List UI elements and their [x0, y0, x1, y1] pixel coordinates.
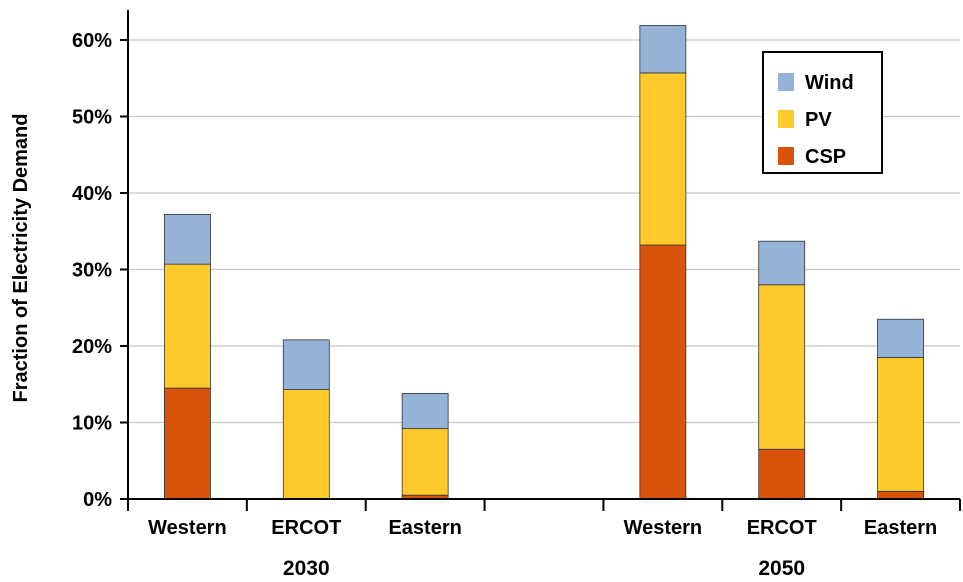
- legend-swatch-wind: [778, 73, 794, 91]
- bar-segment-pv: [639, 72, 687, 246]
- y-tick-label: 50%: [72, 107, 112, 129]
- bar-segment-wind: [164, 214, 211, 265]
- bar-segment-csp: [877, 490, 924, 500]
- bar-segment-pv: [164, 263, 211, 389]
- x-category-label: Western: [624, 517, 703, 539]
- x-category-label: Eastern: [388, 517, 461, 539]
- y-tick-label: 30%: [72, 260, 112, 282]
- bar-segment-wind: [282, 339, 330, 391]
- y-tick-labels: 0% 10% 20% 30% 40% 50% 60%: [72, 30, 112, 511]
- bar-segment-pv: [877, 357, 924, 492]
- y-tick-label: 20%: [72, 336, 112, 358]
- bar-segment-csp: [164, 387, 211, 500]
- bar-segment-pv: [401, 428, 449, 496]
- group-label-2030: 2030: [283, 557, 330, 580]
- x-category-labels: Western ERCOT Eastern Western ERCOT Eastern: [148, 517, 937, 539]
- y-tick-label: 40%: [72, 183, 112, 205]
- legend-label-wind: Wind: [805, 72, 854, 94]
- bars: [164, 25, 924, 500]
- bar-segment-pv: [758, 284, 806, 450]
- bar-segment-wind: [877, 318, 924, 358]
- legend-label-csp: CSP: [805, 146, 846, 168]
- legend-swatch-pv: [778, 110, 794, 128]
- y-tick-label: 60%: [72, 30, 112, 52]
- x-category-label: ERCOT: [747, 517, 817, 539]
- group-label-2050: 2050: [758, 557, 805, 580]
- x-category-label: Eastern: [864, 517, 937, 539]
- y-axis-label: Fraction of Electricity Demand: [10, 114, 32, 403]
- legend: Wind PV CSP: [762, 51, 883, 174]
- y-tick-label: 10%: [72, 413, 112, 435]
- bar-segment-wind: [401, 393, 449, 430]
- bar-segment-pv: [282, 389, 330, 500]
- y-tick-label: 0%: [83, 489, 112, 511]
- legend-label-pv: PV: [805, 109, 832, 131]
- x-category-label: ERCOT: [271, 517, 341, 539]
- axes: [127, 10, 961, 511]
- bar-segment-wind: [639, 25, 687, 74]
- group-labels: 2030 2050: [283, 557, 805, 580]
- legend-swatch-csp: [778, 147, 794, 165]
- x-category-label: Western: [148, 517, 227, 539]
- bar-segment-csp: [758, 448, 806, 500]
- bar-segment-wind: [758, 240, 806, 286]
- bar-segment-csp: [639, 244, 687, 500]
